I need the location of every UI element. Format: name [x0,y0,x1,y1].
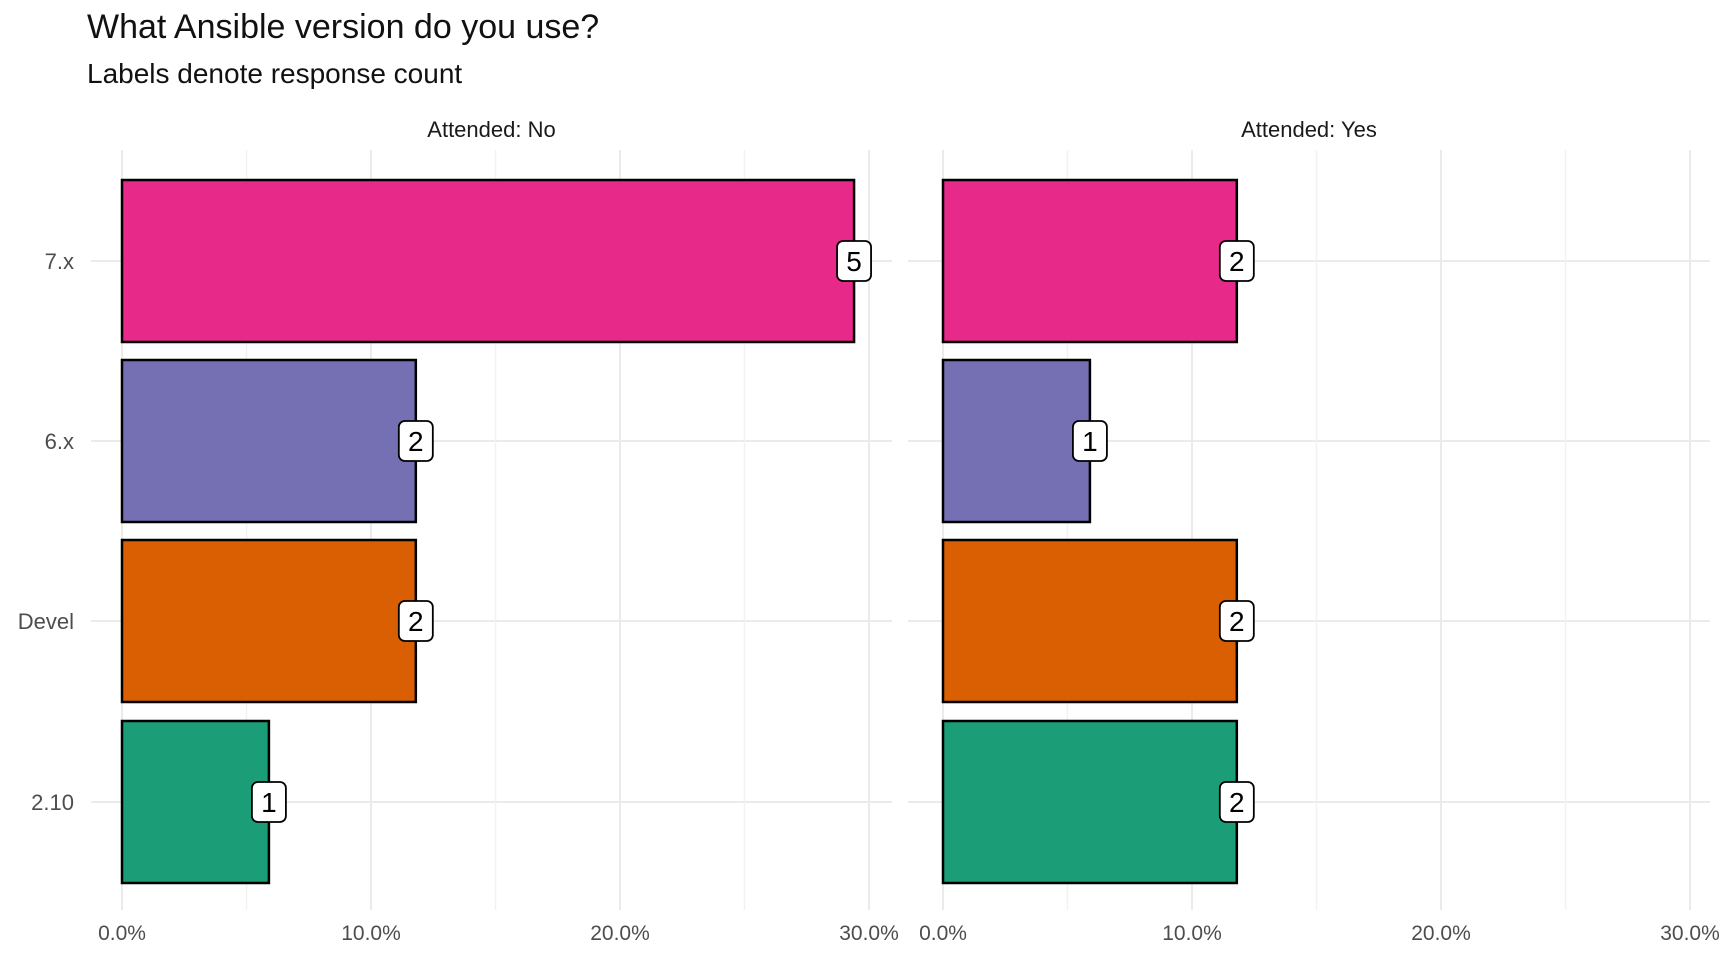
x-tick-label: 20.0% [1411,922,1471,945]
bar-7-x [120,178,856,344]
count-label: 1 [1082,426,1098,457]
y-tick-label: Devel [18,609,74,634]
count-label-box [1072,420,1108,462]
y-tick-label: 7.x [45,249,74,274]
count-label-box [251,781,287,823]
y-tick-label: 6.x [45,429,74,454]
x-tick-label: 0.0% [98,922,146,945]
chart-title: What Ansible version do you use? [87,8,600,46]
bar-devel [941,538,1239,704]
count-label: 2 [408,606,424,637]
chart-subtitle: Labels denote response count [87,58,463,89]
bar-2-10 [120,719,271,885]
bar-6-x [120,358,418,524]
bar-devel [120,538,418,704]
x-tick-label: 30.0% [839,922,899,945]
x-tick-label: 10.0% [1162,922,1222,945]
x-tick-label: 30.0% [1660,922,1720,945]
x-tick-label: 0.0% [919,922,967,945]
count-label-box [1218,600,1255,642]
x-tick-label: 20.0% [590,922,650,945]
count-label: 2 [408,426,424,457]
count-label: 2 [1229,787,1245,818]
count-label-box [836,240,872,282]
bar-2-10 [941,719,1239,885]
count-label: 2 [1229,606,1245,637]
count-label-box [397,600,434,642]
facet-strip-label: Attended: Yes [1241,117,1377,142]
count-label-box [397,420,434,462]
bar-7-x [941,178,1239,344]
x-tick-label: 10.0% [341,922,401,945]
count-label: 5 [846,246,862,277]
count-label: 2 [1229,246,1245,277]
count-label-box [1218,781,1255,823]
count-label-box [1218,240,1255,282]
bar-6-x [941,358,1092,524]
count-label: 1 [261,787,277,818]
y-tick-label: 2.10 [31,790,74,815]
facet-strip-label: Attended: No [427,117,555,142]
